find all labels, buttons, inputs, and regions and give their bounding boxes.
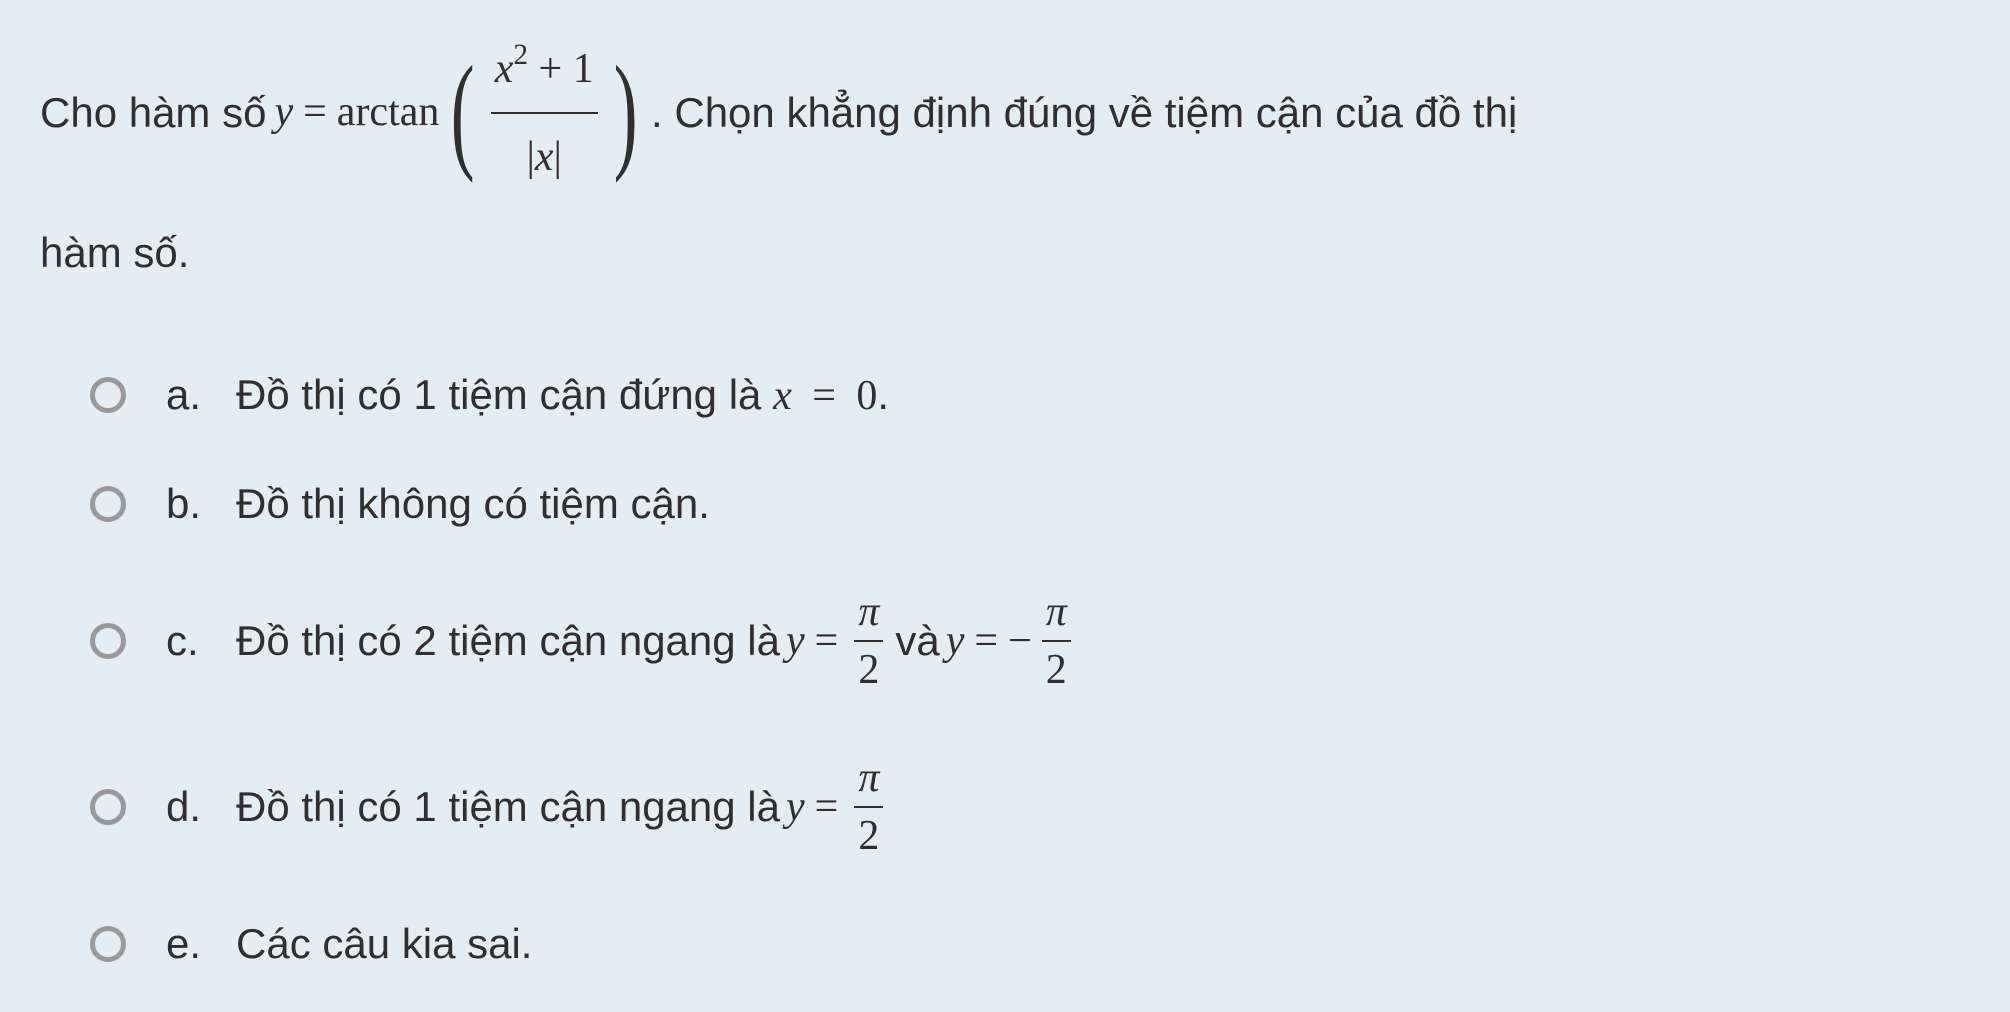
option-text: Đồ thị có 2 tiệm cận ngang là y = π 2 và… [236,588,1077,694]
question-prefix: Cho hàm số [40,75,266,151]
opt-c-frac1: π 2 [854,588,883,694]
option-text: Đồ thị không có tiệm cận. [236,480,710,528]
option-c[interactable]: c. Đồ thị có 2 tiệm cận ngang là y = π 2… [90,588,1970,694]
opt-d-two: 2 [854,808,883,860]
option-letter: c. [166,617,206,665]
left-paren-icon: ( [451,67,475,158]
question-stem: Cho hàm số y = arctan ( x2 + 1 |x| ) . C… [40,30,1970,291]
num-plus1: + 1 [528,46,594,92]
var-y: y [274,75,293,151]
opt-a-period: . [877,371,889,418]
opt-c-text: Đồ thị có 2 tiệm cận ngang là [236,617,780,665]
opt-c-eq1: = [815,617,839,665]
radio-icon[interactable] [90,623,126,659]
option-text: Đồ thị có 1 tiệm cận đứng là x = 0. [236,371,889,420]
opt-d-text: Đồ thị có 1 tiệm cận ngang là [236,783,780,831]
den-x: x [535,134,554,180]
opt-d-pi: π [854,754,883,808]
fraction: x2 + 1 |x| [491,30,598,195]
opt-c-pi2: π [1042,588,1071,642]
opt-c-two1: 2 [854,642,883,694]
opt-c-and: và [895,617,939,665]
question-equation: y = arctan ( x2 + 1 |x| ) [266,30,647,195]
option-d[interactable]: d. Đồ thị có 1 tiệm cận ngang là y = π 2 [90,754,1970,860]
opt-c-pi1: π [854,588,883,642]
radio-icon[interactable] [90,926,126,962]
opt-c-two2: 2 [1042,642,1071,694]
option-a[interactable]: a. Đồ thị có 1 tiệm cận đứng là x = 0. [90,371,1970,420]
option-text: Các câu kia sai. [236,920,532,968]
num-x: x [495,46,514,92]
opt-c-eq2: = [974,617,998,665]
question-after: . Chọn khẳng định đúng về tiệm cận của đ… [651,75,1517,151]
opt-a-eq: = [802,373,847,419]
num-exp: 2 [513,39,528,71]
right-paren-icon: ) [613,67,637,158]
opt-c-var2: y [946,617,965,665]
opt-d-eq: = [815,783,839,831]
radio-icon[interactable] [90,486,126,522]
question-line-1: Cho hàm số y = arctan ( x2 + 1 |x| ) . C… [40,30,1970,195]
option-e[interactable]: e. Các câu kia sai. [90,920,1970,968]
opt-d-var: y [786,783,805,831]
opt-c-frac2: π 2 [1042,588,1071,694]
fraction-denominator: |x| [522,114,566,196]
opt-c-var1: y [786,617,805,665]
option-letter: e. [166,920,206,968]
option-letter: d. [166,783,206,831]
opt-a-var: x [773,373,792,419]
opt-a-val: 0 [856,373,877,419]
radio-icon[interactable] [90,789,126,825]
arctan-label: arctan [337,75,440,151]
opt-d-frac: π 2 [854,754,883,860]
options-list: a. Đồ thị có 1 tiệm cận đứng là x = 0. b… [40,371,1970,968]
option-letter: a. [166,371,206,419]
fraction-numerator: x2 + 1 [491,30,598,114]
option-b[interactable]: b. Đồ thị không có tiệm cận. [90,480,1970,528]
opt-c-minus: − [1008,617,1032,665]
radio-icon[interactable] [90,377,126,413]
question-line-2: hàm số. [40,215,1970,291]
arctan-expression: arctan ( x2 + 1 |x| ) [337,30,647,195]
equals-sign: = [303,75,327,151]
option-text: Đồ thị có 1 tiệm cận ngang là y = π 2 [236,754,889,860]
opt-a-text: Đồ thị có 1 tiệm cận đứng là [236,371,773,418]
option-letter: b. [166,480,206,528]
